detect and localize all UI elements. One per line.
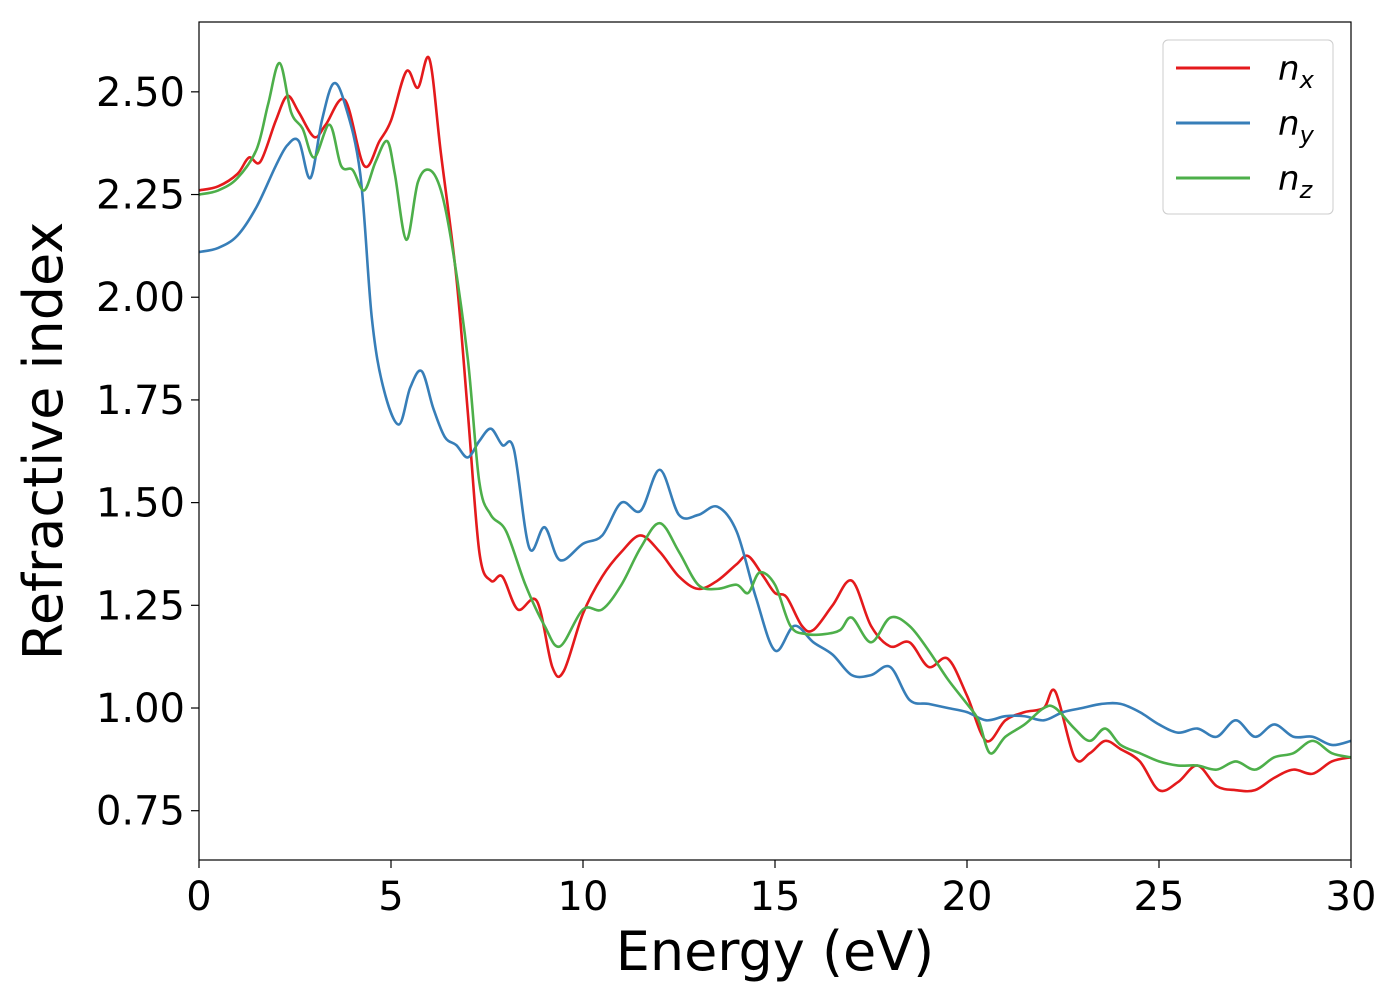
plot-lines xyxy=(198,55,1352,793)
legend-label-nx: nx xyxy=(1278,49,1315,94)
y-tick-label: 2.25 xyxy=(96,173,185,219)
y-axis-label: Refractive index xyxy=(12,222,75,661)
legend-box xyxy=(1162,39,1334,215)
x-axis-label: Energy (eV) xyxy=(616,920,935,983)
y-tick-label: 2.50 xyxy=(96,70,185,116)
x-tick-label: 15 xyxy=(750,874,801,920)
series-line-nx xyxy=(198,55,1352,793)
y-tick-label: 0.75 xyxy=(96,789,185,835)
legend-label-nz: nz xyxy=(1278,159,1314,204)
y-tick-label: 1.50 xyxy=(96,481,185,527)
y-tick-label: 1.00 xyxy=(96,686,185,732)
y-tick-label: 2.00 xyxy=(96,275,185,321)
x-tick-label: 0 xyxy=(186,874,211,920)
x-tick-label: 10 xyxy=(558,874,609,920)
y-axis-ticks: 0.75 1.00 1.25 1.50 1.75 2.00 2.25 2.50 xyxy=(96,70,199,835)
y-tick-label: 1.75 xyxy=(96,378,185,424)
x-axis-ticks: 0 5 10 15 20 25 30 xyxy=(186,860,1376,920)
x-tick-label: 25 xyxy=(1134,874,1185,920)
series-line-nz xyxy=(198,61,1352,771)
series-line-ny xyxy=(198,81,1352,747)
y-tick-label: 1.25 xyxy=(96,583,185,629)
legend: nx ny nz xyxy=(1162,39,1334,215)
x-tick-label: 5 xyxy=(378,874,403,920)
x-tick-label: 20 xyxy=(942,874,993,920)
x-tick-label: 30 xyxy=(1326,874,1377,920)
legend-label-ny: ny xyxy=(1278,104,1315,149)
